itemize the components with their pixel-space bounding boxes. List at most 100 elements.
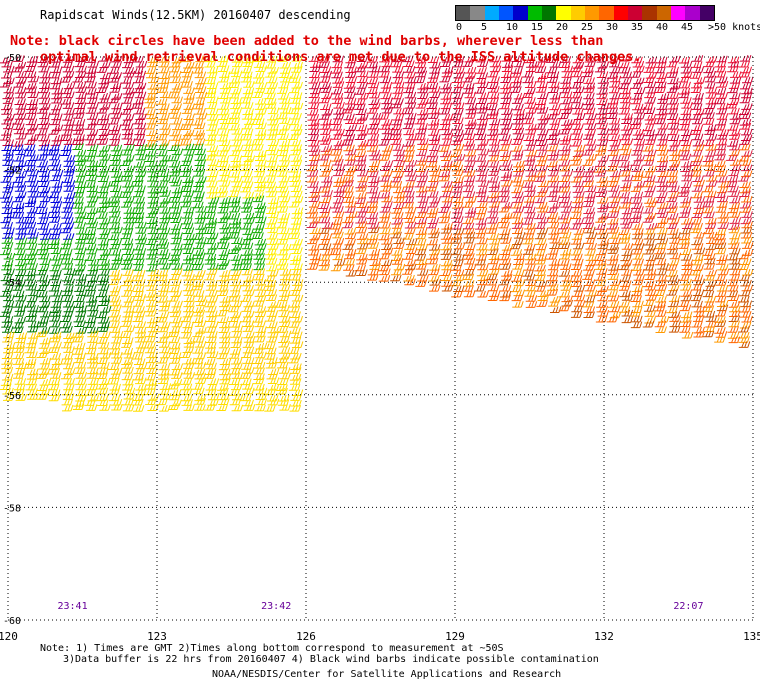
wind-barb xyxy=(254,165,266,173)
wind-barb xyxy=(645,165,657,173)
wind-barb xyxy=(85,87,97,95)
wind-barb xyxy=(656,103,669,110)
wind-barb xyxy=(440,86,452,94)
wind-barb xyxy=(217,149,229,157)
wind-barb xyxy=(594,65,607,73)
wind-barb xyxy=(205,326,217,333)
wind-barb xyxy=(356,269,368,277)
wind-barb xyxy=(219,96,232,104)
wind-barb xyxy=(2,159,14,166)
wind-barb xyxy=(368,176,380,184)
wind-barb xyxy=(61,398,74,406)
wind-barb xyxy=(240,75,253,83)
wind-barb xyxy=(253,273,265,281)
wind-barb xyxy=(278,154,291,162)
wind-barb xyxy=(219,222,231,230)
wind-barb xyxy=(39,71,52,79)
wind-barb xyxy=(367,242,380,249)
wind-barb xyxy=(402,107,414,115)
wind-barb xyxy=(558,269,571,277)
wind-barb xyxy=(596,248,608,256)
wind-barb xyxy=(679,144,691,152)
wind-barb xyxy=(14,378,27,385)
wind-barb xyxy=(451,123,464,131)
wind-barb xyxy=(108,310,120,318)
wind-barb xyxy=(122,269,134,276)
wind-barb xyxy=(147,207,160,215)
wind-barb xyxy=(122,254,135,261)
wind-barb xyxy=(500,237,512,244)
wind-barb xyxy=(342,221,354,229)
wind-barb xyxy=(73,134,85,141)
wind-barb xyxy=(680,61,693,68)
wind-barb xyxy=(74,81,87,89)
wind-barb xyxy=(726,290,739,298)
wind-barb xyxy=(278,394,290,402)
wind-barb xyxy=(132,207,145,215)
wind-barb xyxy=(475,77,487,84)
time-labels: 23:41 23:42 22:07 xyxy=(58,601,704,612)
wind-barb xyxy=(14,180,26,188)
wind-barb xyxy=(691,124,704,131)
wind-barb xyxy=(240,222,253,230)
wind-barb xyxy=(2,139,14,147)
wind-barb xyxy=(558,153,570,161)
wind-barb xyxy=(15,253,27,261)
wind-barb xyxy=(537,205,549,213)
wind-barb xyxy=(146,117,159,125)
wind-barb xyxy=(704,257,716,265)
wind-barb xyxy=(48,148,60,156)
wind-barb xyxy=(276,326,289,333)
wind-barb xyxy=(403,149,415,157)
wind-barb xyxy=(511,67,523,74)
wind-barb xyxy=(524,222,536,230)
wind-barb xyxy=(228,273,241,281)
wind-barb xyxy=(584,195,596,203)
wind-barb xyxy=(656,72,668,79)
wind-barb xyxy=(668,295,681,302)
wind-barb xyxy=(513,269,525,276)
wind-barb xyxy=(207,108,219,116)
wind-barb xyxy=(727,65,739,73)
wind-barb xyxy=(643,107,656,114)
wind-barb xyxy=(642,206,654,214)
wind-barb xyxy=(726,101,738,109)
wind-barb xyxy=(36,372,48,379)
wind-barb xyxy=(474,87,486,94)
wind-barb xyxy=(403,139,415,147)
wind-barb xyxy=(644,232,656,240)
wind-barb xyxy=(159,207,171,214)
wind-barb xyxy=(693,330,705,338)
wind-barb xyxy=(344,61,356,69)
wind-barb xyxy=(500,138,513,146)
wind-barb xyxy=(50,201,63,208)
wind-barb xyxy=(609,92,621,100)
wind-barb xyxy=(488,76,500,84)
wind-barb xyxy=(308,76,320,84)
wind-barb xyxy=(84,399,96,406)
wind-barb xyxy=(171,263,184,270)
wind-barb xyxy=(38,139,51,147)
wind-barb xyxy=(679,227,692,235)
wind-barb xyxy=(265,253,277,260)
wind-barb xyxy=(3,77,15,85)
wind-barb xyxy=(669,55,681,63)
wind-barb xyxy=(265,305,277,312)
wind-barb xyxy=(595,216,607,223)
wind-barb xyxy=(37,60,50,68)
wind-barb xyxy=(500,150,512,157)
wind-barb xyxy=(61,257,74,265)
wind-barb xyxy=(669,315,681,322)
wind-barb xyxy=(183,206,195,214)
wind-barb xyxy=(690,103,703,110)
wind-barb xyxy=(342,185,354,193)
wind-barb xyxy=(26,60,38,68)
wind-barb xyxy=(415,217,428,225)
wind-barb xyxy=(415,70,428,78)
wind-barb xyxy=(194,159,207,167)
wind-barb xyxy=(355,247,368,255)
wind-barb xyxy=(642,144,654,152)
wind-barb xyxy=(656,191,668,199)
wind-barb xyxy=(320,138,332,145)
wind-barb xyxy=(571,305,583,313)
